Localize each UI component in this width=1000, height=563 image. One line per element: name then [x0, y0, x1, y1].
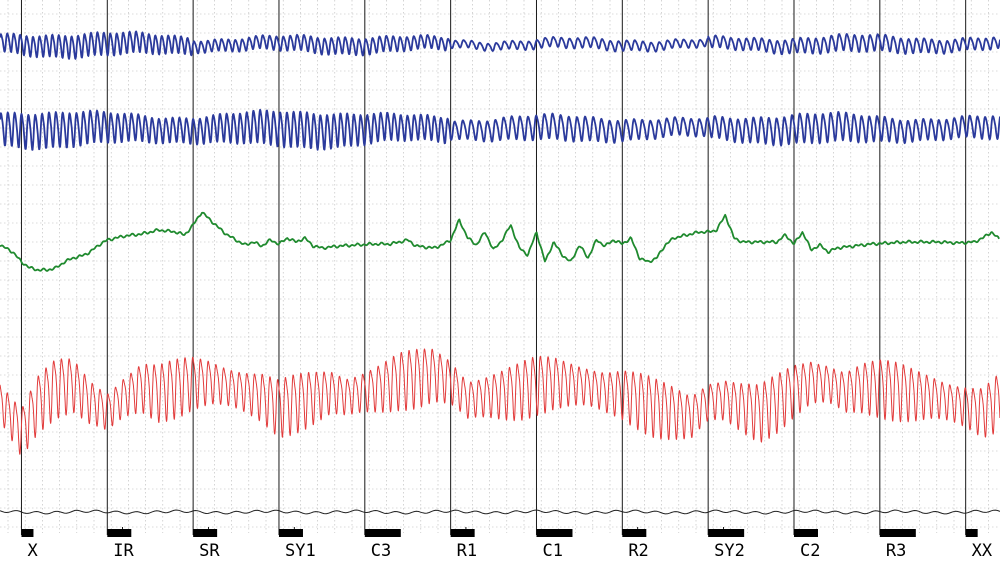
question-markers: + + + + + + [21, 523, 978, 537]
question-onset-marker [536, 529, 573, 537]
question-dividers [20, 0, 967, 535]
question-onset-marker [193, 529, 218, 537]
question-label: R3 [886, 541, 906, 561]
upper-pneumo-trace [0, 30, 1000, 60]
activity-sensor-trace [0, 509, 1000, 515]
minor-gridlines [0, 0, 1000, 533]
question-label: XX [972, 541, 993, 561]
cardio-trace [0, 348, 1000, 455]
question-onset-marker [965, 529, 978, 537]
answer-mark: + [205, 523, 212, 536]
question-label: R1 [457, 541, 477, 561]
question-onset-marker [278, 529, 303, 537]
question-label: C3 [371, 541, 391, 561]
question-label: SY2 [714, 541, 745, 561]
question-label: C1 [542, 541, 562, 561]
question-label: X [27, 541, 38, 561]
answer-mark: + [463, 523, 470, 536]
question-onset-marker [21, 529, 34, 537]
question-onset-marker [708, 529, 745, 537]
question-onset-marker [107, 529, 132, 537]
answer-mark: + [720, 523, 727, 536]
trace-group [0, 30, 1000, 515]
question-label: SY1 [285, 541, 316, 561]
question-onset-marker [364, 529, 401, 537]
question-label: SR [199, 541, 220, 561]
answer-mark: + [291, 523, 298, 536]
question-label: IR [113, 541, 134, 561]
electrodermal-trace [0, 211, 1000, 272]
answer-mark: + [634, 523, 641, 536]
question-labels: X IR SR SY1 C3 R1 C1 R2 SY2 C2 R3 XX [27, 541, 992, 561]
lower-pneumo-trace [0, 108, 1000, 151]
question-onset-marker [450, 529, 475, 537]
question-onset-marker [622, 529, 647, 537]
question-onset-marker [793, 529, 818, 537]
question-label: C2 [800, 541, 820, 561]
question-onset-marker [879, 529, 916, 537]
question-label: R2 [628, 541, 648, 561]
answer-mark: + [119, 523, 126, 536]
